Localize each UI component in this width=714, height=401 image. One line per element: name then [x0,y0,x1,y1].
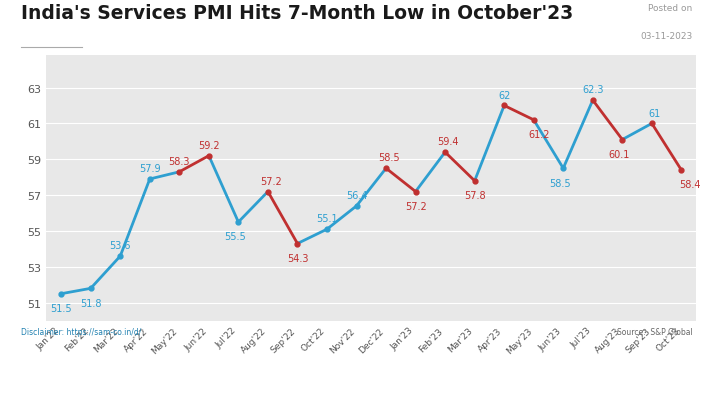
Text: 62.3: 62.3 [582,85,603,95]
Text: 58.3: 58.3 [169,157,190,167]
Text: ¥SAMCO: ¥SAMCO [623,367,696,383]
Text: 54.3: 54.3 [287,253,308,263]
Text: 57.8: 57.8 [464,190,486,200]
Text: Disclaimer: https://sam-co.in/d/: Disclaimer: https://sam-co.in/d/ [21,328,142,336]
Text: 59.4: 59.4 [437,137,459,147]
Text: 59.2: 59.2 [198,141,220,150]
Text: 53.6: 53.6 [109,241,131,251]
Text: 55.5: 55.5 [224,232,246,242]
Text: India's Services PMI Hits 7-Month Low in October'23: India's Services PMI Hits 7-Month Low in… [21,4,573,23]
Text: 51.8: 51.8 [80,298,101,308]
Text: 57.2: 57.2 [260,176,282,186]
Text: 57.2: 57.2 [405,201,426,211]
Text: 51.5: 51.5 [51,303,72,313]
Text: 62: 62 [498,91,511,101]
Text: 55.1: 55.1 [316,214,338,224]
Text: Posted on: Posted on [648,4,693,13]
Text: 57.9: 57.9 [139,164,161,174]
Text: 56.4: 56.4 [346,190,367,200]
Text: 03-11-2023: 03-11-2023 [640,32,693,41]
Text: Source:  S&P Global: Source: S&P Global [617,328,693,336]
Text: 58.5: 58.5 [378,153,400,163]
Text: 58.4: 58.4 [680,180,701,190]
Text: 60.1: 60.1 [608,150,630,160]
Text: 58.5: 58.5 [550,178,571,188]
Text: #SAMSHOTS: #SAMSHOTS [18,367,126,383]
Text: 61: 61 [649,108,661,118]
Text: 61.2: 61.2 [529,130,550,140]
